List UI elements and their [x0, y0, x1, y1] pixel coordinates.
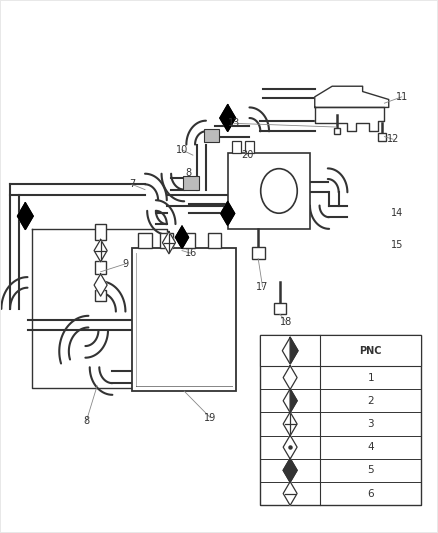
- Text: 1: 1: [367, 373, 374, 383]
- Bar: [95, 224, 106, 240]
- Text: 11: 11: [396, 92, 408, 102]
- Polygon shape: [283, 412, 297, 436]
- Polygon shape: [283, 458, 297, 482]
- Bar: [245, 141, 254, 152]
- Text: 8: 8: [83, 416, 89, 426]
- Bar: [228, 152, 311, 229]
- Text: 7: 7: [129, 179, 135, 189]
- Text: 14: 14: [391, 208, 403, 219]
- Polygon shape: [315, 108, 385, 131]
- Text: PNC: PNC: [360, 346, 382, 356]
- Bar: [183, 176, 198, 190]
- Text: 16: 16: [184, 248, 197, 259]
- Bar: [95, 261, 106, 274]
- Polygon shape: [283, 366, 297, 390]
- Bar: [274, 303, 286, 314]
- Polygon shape: [283, 458, 297, 482]
- Polygon shape: [176, 226, 188, 248]
- Polygon shape: [221, 201, 235, 225]
- Bar: [138, 233, 152, 248]
- Bar: [232, 141, 241, 152]
- Bar: [260, 335, 421, 505]
- Text: 17: 17: [256, 281, 268, 292]
- Polygon shape: [290, 389, 297, 413]
- Polygon shape: [221, 201, 235, 225]
- Text: 19: 19: [204, 413, 216, 423]
- Polygon shape: [315, 86, 389, 108]
- Text: 6: 6: [367, 489, 374, 498]
- Polygon shape: [220, 104, 236, 132]
- Polygon shape: [94, 239, 107, 262]
- Text: 2: 2: [367, 395, 374, 406]
- Text: 18: 18: [280, 317, 293, 327]
- Text: 9: 9: [122, 259, 128, 269]
- Polygon shape: [283, 337, 298, 364]
- Polygon shape: [220, 104, 236, 132]
- Polygon shape: [162, 231, 176, 254]
- Text: 15: 15: [391, 240, 404, 251]
- Bar: [95, 290, 106, 301]
- Bar: [204, 129, 219, 142]
- Polygon shape: [283, 435, 297, 459]
- Polygon shape: [290, 337, 298, 364]
- Polygon shape: [94, 274, 107, 296]
- Text: 5: 5: [367, 465, 374, 475]
- Bar: [182, 233, 195, 248]
- Bar: [160, 233, 173, 248]
- Polygon shape: [283, 482, 297, 505]
- Text: 12: 12: [387, 134, 399, 144]
- Polygon shape: [283, 389, 297, 413]
- Bar: [132, 248, 237, 391]
- Text: 13: 13: [228, 118, 240, 128]
- Text: 10: 10: [176, 145, 188, 155]
- Polygon shape: [18, 203, 33, 230]
- Text: 8: 8: [185, 168, 191, 177]
- Polygon shape: [176, 226, 188, 248]
- Bar: [208, 233, 221, 248]
- Text: 3: 3: [367, 419, 374, 429]
- Bar: [252, 247, 265, 259]
- Text: 20: 20: [241, 150, 254, 160]
- Polygon shape: [18, 203, 33, 230]
- Bar: [260, 335, 421, 366]
- Text: 4: 4: [367, 442, 374, 452]
